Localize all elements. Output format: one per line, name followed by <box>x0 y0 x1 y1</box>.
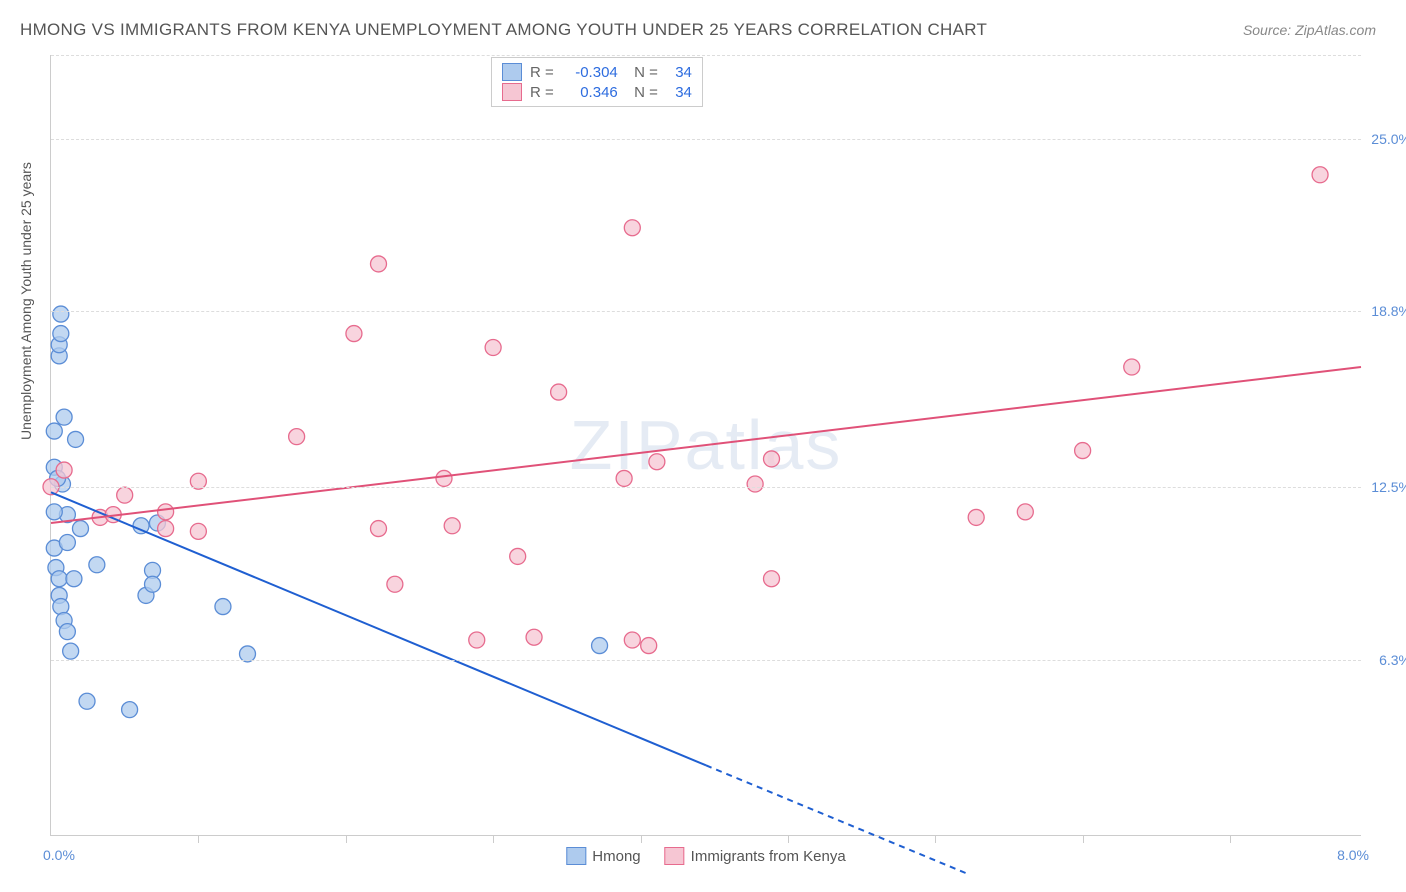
x-axis-min-label: 0.0% <box>43 847 75 863</box>
y-axis-label: Unemployment Among Youth under 25 years <box>18 162 34 440</box>
y-tick-label: 12.5% <box>1363 479 1406 495</box>
legend: Hmong Immigrants from Kenya <box>566 847 845 865</box>
legend-label-hmong: Hmong <box>592 848 640 865</box>
y-tick-label: 18.8% <box>1363 303 1406 319</box>
plot-area: ZIPatlas R = -0.304 N = 34 R = 0.346 N =… <box>50 55 1361 836</box>
y-tick-label: 6.3% <box>1363 652 1406 668</box>
legend-swatch-hmong <box>566 847 586 865</box>
legend-swatch-kenya <box>665 847 685 865</box>
chart-title: HMONG VS IMMIGRANTS FROM KENYA UNEMPLOYM… <box>20 20 987 40</box>
source-label: Source: ZipAtlas.com <box>1243 22 1376 38</box>
legend-item-kenya: Immigrants from Kenya <box>665 847 846 865</box>
y-tick-label: 25.0% <box>1363 131 1406 147</box>
chart-svg <box>51 55 1361 835</box>
x-axis-max-label: 8.0% <box>1337 847 1369 863</box>
legend-item-hmong: Hmong <box>566 847 640 865</box>
legend-label-kenya: Immigrants from Kenya <box>691 848 846 865</box>
